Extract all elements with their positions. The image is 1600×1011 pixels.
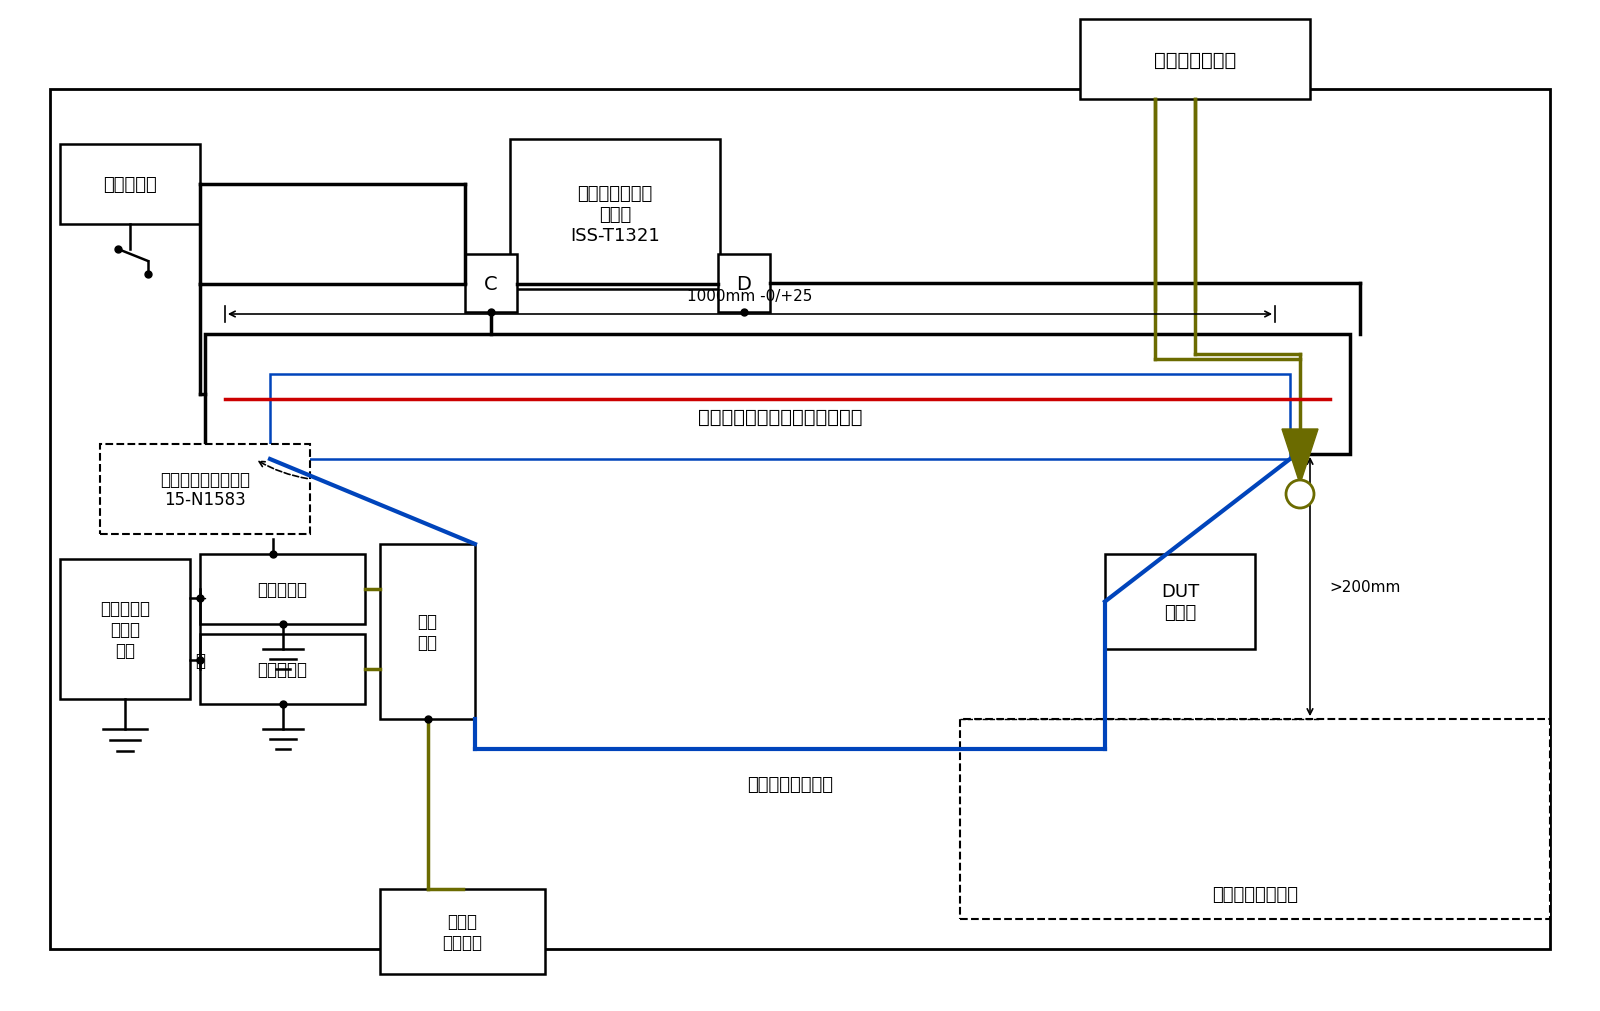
Text: 供試品
モニター: 供試品 モニター [443,912,483,951]
Text: DUT
供試品: DUT 供試品 [1162,582,1198,622]
Text: テストフィクスチャ
15-N1583: テストフィクスチャ 15-N1583 [160,470,250,509]
Text: 擬似
負荷: 擬似 負荷 [418,613,437,651]
Bar [50,90,1550,949]
Text: バッテリー
または
電源: バッテリー または 電源 [99,600,150,659]
Text: オシロスコープ: オシロスコープ [1154,51,1237,70]
Bar [466,255,517,312]
Text: グランドプレーン: グランドプレーン [1213,885,1298,903]
Bar [200,554,365,625]
Bar [205,335,1350,455]
Bar [99,445,310,535]
Bar [510,140,720,290]
Polygon shape [1282,430,1318,484]
Text: ワイヤーハーネス（テスト線）: ワイヤーハーネス（テスト線） [698,407,862,427]
Text: 減結合回路: 減結合回路 [258,580,307,599]
Bar [381,545,475,719]
Bar [960,719,1550,919]
Text: ワイヤーハーネス: ワイヤーハーネス [747,775,834,794]
Text: >200mm: >200mm [1330,579,1400,594]
Text: －: － [195,651,205,669]
Bar [1106,554,1254,649]
Bar [61,145,200,224]
Text: 1000mm -0/+25: 1000mm -0/+25 [688,289,813,304]
Bar [270,375,1290,460]
Bar [381,889,546,974]
Bar [718,255,770,312]
Bar [61,559,190,700]
Text: +: + [194,589,206,608]
Bar [200,634,365,705]
Circle shape [1286,480,1314,509]
Text: 減結合回路: 減結合回路 [258,660,307,678]
Text: バッテリー: バッテリー [102,176,157,194]
Text: D: D [736,274,752,293]
Bar [1080,20,1310,100]
Text: トランジェント
試験器
ISS-T1321: トランジェント 試験器 ISS-T1321 [570,185,659,245]
Text: C: C [485,274,498,293]
